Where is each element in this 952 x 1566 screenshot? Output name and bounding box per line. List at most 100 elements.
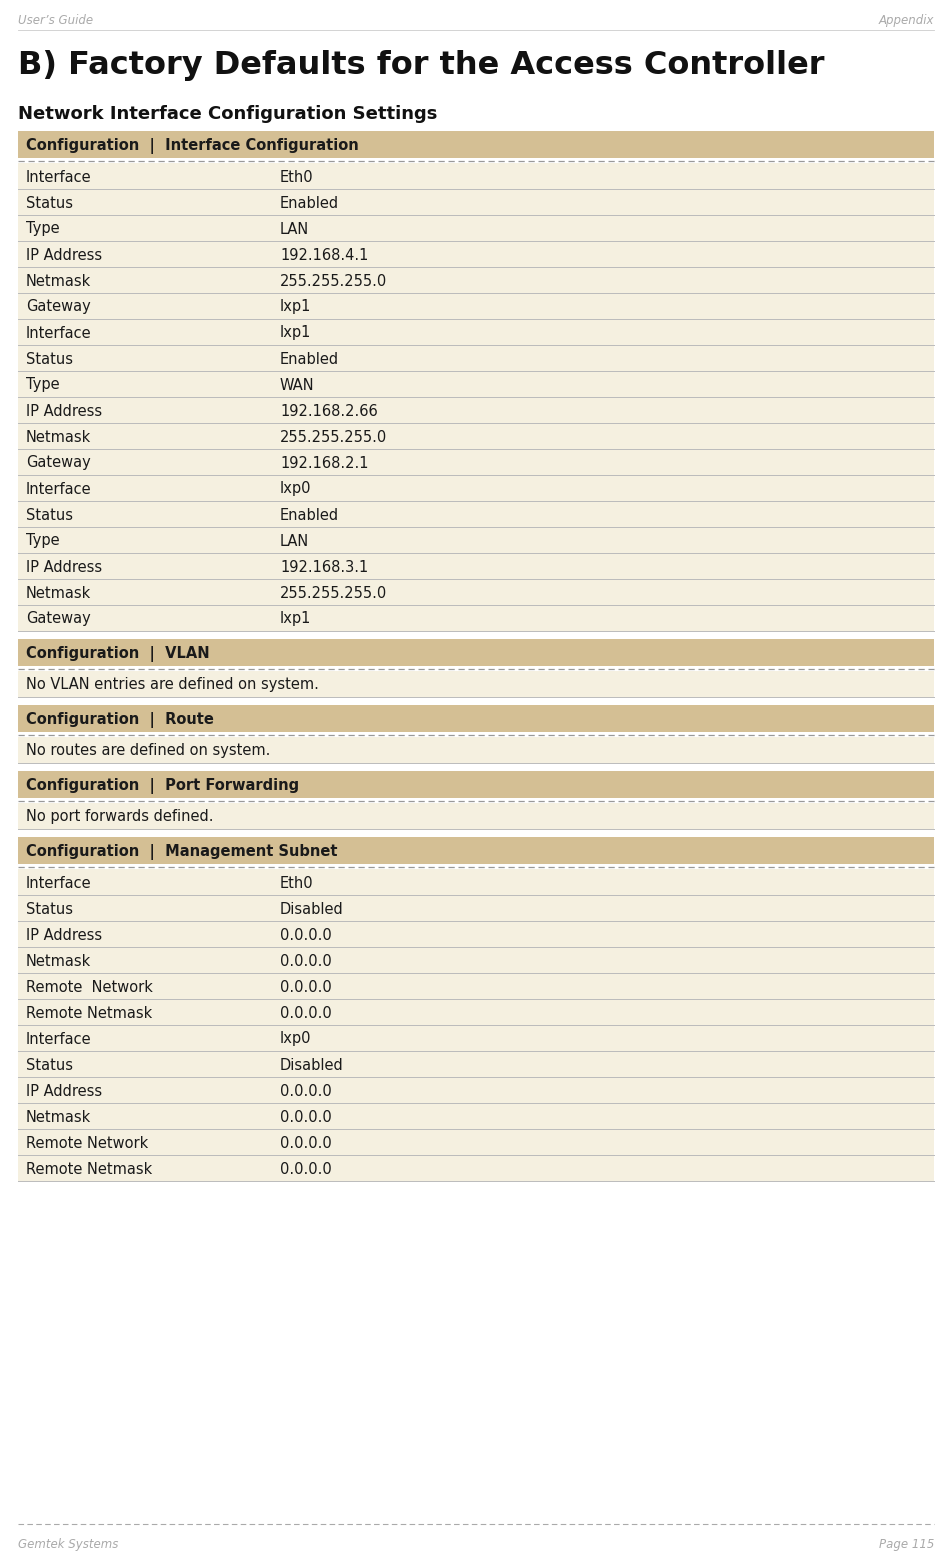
Text: Remote Netmask: Remote Netmask	[26, 1005, 152, 1021]
Text: 0.0.0.0: 0.0.0.0	[280, 1135, 331, 1151]
Text: Ixp1: Ixp1	[280, 611, 311, 626]
Text: Page 115: Page 115	[879, 1538, 934, 1550]
Text: Type: Type	[26, 377, 60, 393]
Bar	[18, 579, 934, 604]
Bar	[18, 1026, 934, 1051]
Text: Status: Status	[26, 1057, 73, 1073]
Text: Remote Network: Remote Network	[26, 1135, 149, 1151]
Text: 192.168.2.1: 192.168.2.1	[280, 456, 368, 470]
Bar	[18, 553, 934, 579]
Text: Status: Status	[26, 507, 73, 523]
Bar	[18, 449, 934, 474]
Text: LAN: LAN	[280, 221, 309, 236]
Bar	[18, 1051, 934, 1077]
Bar	[18, 947, 934, 972]
Text: IP Address: IP Address	[26, 1084, 102, 1098]
Text: Configuration  |  Port Forwarding: Configuration | Port Forwarding	[26, 777, 299, 794]
Text: Netmask: Netmask	[26, 954, 91, 968]
Text: B) Factory Defaults for the Access Controller: B) Factory Defaults for the Access Contr…	[18, 50, 824, 81]
Text: Network Interface Configuration Settings: Network Interface Configuration Settings	[18, 105, 437, 124]
Bar	[18, 869, 934, 896]
Bar	[18, 345, 934, 371]
Text: Netmask: Netmask	[26, 586, 91, 600]
Bar	[18, 189, 934, 215]
Text: Interface: Interface	[26, 875, 91, 891]
Text: Gateway: Gateway	[26, 456, 90, 470]
Text: No port forwards defined.: No port forwards defined.	[26, 810, 213, 825]
Bar	[18, 972, 934, 999]
Text: User’s Guide: User’s Guide	[18, 14, 93, 27]
Text: Configuration  |  Interface Configuration: Configuration | Interface Configuration	[26, 138, 359, 153]
Text: 255.255.255.0: 255.255.255.0	[280, 429, 387, 445]
Bar	[18, 398, 934, 423]
Text: Ixp1: Ixp1	[280, 326, 311, 340]
Text: 0.0.0.0: 0.0.0.0	[280, 1162, 331, 1176]
Bar	[18, 1156, 934, 1181]
Text: Netmask: Netmask	[26, 429, 91, 445]
Text: Configuration  |  Route: Configuration | Route	[26, 711, 214, 728]
Text: Gateway: Gateway	[26, 299, 90, 315]
Text: Interface: Interface	[26, 1032, 91, 1046]
Bar	[18, 319, 934, 345]
Bar	[18, 215, 934, 241]
Text: Type: Type	[26, 221, 60, 236]
Text: Ixp0: Ixp0	[280, 1032, 311, 1046]
Text: 192.168.3.1: 192.168.3.1	[280, 559, 368, 575]
Text: Disabled: Disabled	[280, 1057, 344, 1073]
Bar	[18, 163, 934, 189]
Bar	[18, 1102, 934, 1129]
Text: 0.0.0.0: 0.0.0.0	[280, 1109, 331, 1124]
Text: Remote  Network: Remote Network	[26, 979, 153, 994]
Bar	[18, 836, 934, 864]
Bar	[18, 705, 934, 731]
Text: Status: Status	[26, 351, 73, 366]
Text: Appendix: Appendix	[879, 14, 934, 27]
Bar	[18, 921, 934, 947]
Text: Netmask: Netmask	[26, 274, 91, 288]
Text: Enabled: Enabled	[280, 507, 339, 523]
Bar	[18, 132, 934, 158]
Bar	[18, 501, 934, 528]
Text: Eth0: Eth0	[280, 875, 313, 891]
Bar	[18, 738, 934, 763]
Text: Gateway: Gateway	[26, 611, 90, 626]
Text: Interface: Interface	[26, 169, 91, 185]
Text: No routes are defined on system.: No routes are defined on system.	[26, 744, 270, 758]
Bar	[18, 639, 934, 666]
Text: Configuration  |  Management Subnet: Configuration | Management Subnet	[26, 844, 338, 860]
Bar	[18, 770, 934, 799]
Bar	[18, 266, 934, 293]
Bar	[18, 293, 934, 319]
Text: Status: Status	[26, 196, 73, 210]
Bar	[18, 1077, 934, 1102]
Bar	[18, 241, 934, 266]
Bar	[18, 371, 934, 398]
Text: 0.0.0.0: 0.0.0.0	[280, 1005, 331, 1021]
Text: LAN: LAN	[280, 534, 309, 548]
Text: Enabled: Enabled	[280, 196, 339, 210]
Bar	[18, 999, 934, 1026]
Text: 0.0.0.0: 0.0.0.0	[280, 979, 331, 994]
Bar	[18, 1129, 934, 1156]
Text: Eth0: Eth0	[280, 169, 313, 185]
Text: Disabled: Disabled	[280, 902, 344, 916]
Bar	[18, 670, 934, 697]
Text: WAN: WAN	[280, 377, 314, 393]
Text: 0.0.0.0: 0.0.0.0	[280, 927, 331, 943]
Text: 192.168.4.1: 192.168.4.1	[280, 247, 368, 263]
Bar	[18, 528, 934, 553]
Bar	[18, 474, 934, 501]
Text: IP Address: IP Address	[26, 247, 102, 263]
Text: Configuration  |  VLAN: Configuration | VLAN	[26, 645, 209, 661]
Text: Gemtek Systems: Gemtek Systems	[18, 1538, 118, 1550]
Text: No VLAN entries are defined on system.: No VLAN entries are defined on system.	[26, 678, 319, 692]
Text: 0.0.0.0: 0.0.0.0	[280, 1084, 331, 1098]
Text: Interface: Interface	[26, 326, 91, 340]
Text: Status: Status	[26, 902, 73, 916]
Text: Enabled: Enabled	[280, 351, 339, 366]
Text: Netmask: Netmask	[26, 1109, 91, 1124]
Text: IP Address: IP Address	[26, 559, 102, 575]
Text: IP Address: IP Address	[26, 404, 102, 418]
Bar	[18, 896, 934, 921]
Text: 0.0.0.0: 0.0.0.0	[280, 954, 331, 968]
